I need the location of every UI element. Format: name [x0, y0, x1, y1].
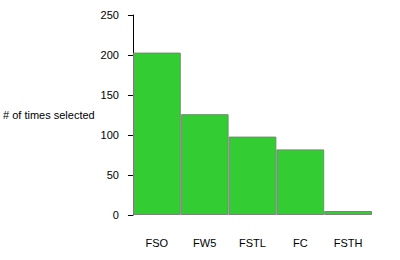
svg-text:0: 0: [113, 209, 119, 221]
svg-text:250: 250: [101, 9, 119, 21]
svg-text:FSO: FSO: [146, 237, 169, 249]
svg-text:FC: FC: [293, 237, 308, 249]
svg-text:200: 200: [101, 49, 119, 61]
svg-text:100: 100: [101, 129, 119, 141]
svg-text:# of times selected: # of times selected: [3, 109, 95, 121]
svg-text:150: 150: [101, 89, 119, 101]
svg-text:FW5: FW5: [193, 237, 216, 249]
svg-text:FSTH: FSTH: [334, 237, 363, 249]
svg-text:50: 50: [107, 169, 119, 181]
svg-text:FSTL: FSTL: [239, 237, 266, 249]
